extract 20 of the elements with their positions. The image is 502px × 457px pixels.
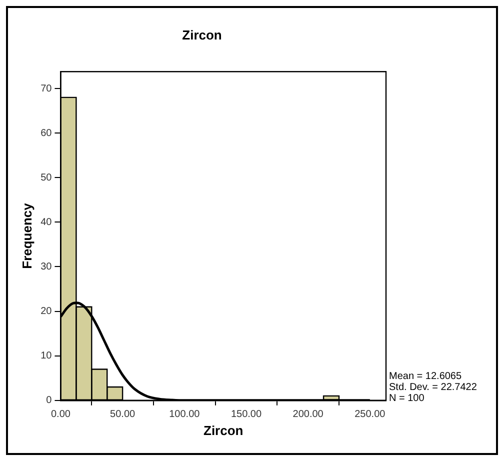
chart-title: Zircon [182,27,222,42]
x-tick-label: 150.00 [230,409,262,420]
y-tick-label: 70 [40,83,52,94]
y-axis-title: Frequency [19,202,34,269]
text: Std. Dev. = 22.7422 [389,382,478,394]
y-tick-label: 30 [40,261,52,272]
text: Mean = 12.6065 [389,371,462,382]
x-axis-title: Zircon [203,422,244,438]
y-tick-label: 20 [40,306,52,318]
x-tick-label: 250.00 [354,409,386,420]
y-tick-label: 10 [40,350,52,362]
y-tick-label: 50 [40,172,52,184]
x-tick-label: 50.00 [110,409,136,420]
y-tick-label: 40 [40,216,52,228]
y-tick-label: 60 [40,128,52,139]
x-tick-label: 100.00 [169,409,200,420]
x-tick-label: 200.00 [292,409,324,420]
x-tick-label: 0.00 [50,409,71,420]
text: N = 100 [389,393,425,404]
y-tick-label: 0 [46,395,52,406]
